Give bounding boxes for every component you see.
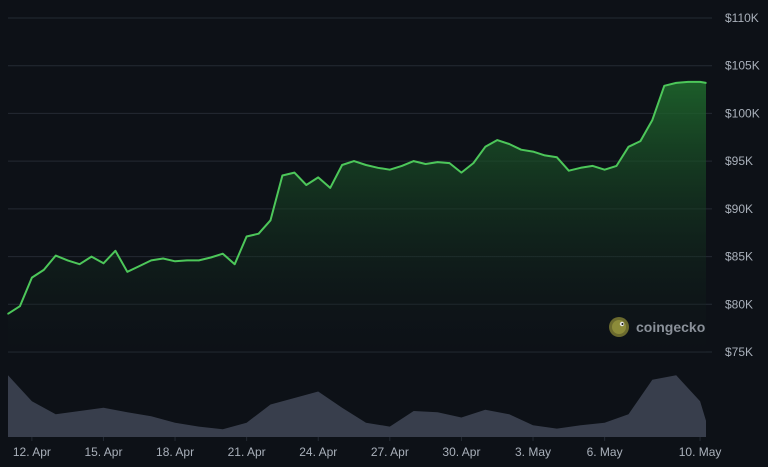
price-point: [377, 167, 379, 169]
price-point: [305, 184, 308, 186]
price-point: [210, 256, 212, 259]
y-tick-label: $90K: [725, 202, 753, 216]
x-axis: 12. Apr 15. Apr 18. Apr 21. Apr 24. Apr 27. A…: [13, 437, 722, 459]
price-point: [699, 81, 701, 83]
price-point: [591, 165, 594, 167]
price-area: [8, 81, 706, 353]
price-point: [7, 313, 9, 315]
price-point: [520, 148, 522, 151]
price-point: [329, 187, 332, 189]
price-point: [496, 139, 499, 141]
price-point: [19, 305, 21, 308]
price-fill: [8, 81, 706, 353]
price-line-group: [7, 80, 707, 315]
price-point: [233, 263, 236, 266]
y-tick-label: $110K: [725, 11, 759, 25]
price-point: [705, 82, 707, 84]
x-tick-label: 24. Apr: [299, 445, 337, 459]
price-point: [126, 271, 129, 273]
price-point: [460, 171, 463, 174]
x-tick-label: 27. Apr: [371, 445, 409, 459]
price-point: [54, 254, 57, 257]
price-point: [412, 160, 415, 162]
volume-series: [8, 375, 706, 437]
price-point: [78, 263, 81, 266]
price-point: [31, 276, 33, 279]
price-point: [663, 85, 666, 87]
price-point: [448, 162, 451, 164]
price-point: [484, 146, 487, 148]
price-point: [102, 262, 105, 265]
price-point: [114, 250, 117, 252]
price-point: [90, 255, 93, 258]
price-point: [436, 161, 439, 163]
price-point: [627, 146, 630, 148]
price-point: [138, 265, 141, 267]
gecko-icon: [609, 317, 629, 337]
price-point: [472, 162, 475, 164]
price-point: [532, 150, 534, 153]
price-point: [556, 156, 558, 159]
price-point: [603, 168, 606, 171]
price-point: [162, 257, 164, 260]
price-point: [353, 160, 355, 162]
price-point: [198, 259, 200, 262]
price-point: [651, 119, 654, 121]
price-point: [281, 174, 284, 177]
price-point: [186, 259, 188, 262]
volume-area: [8, 375, 706, 437]
price-point: [639, 140, 642, 142]
price-point: [544, 154, 546, 157]
y-tick-label: $80K: [725, 297, 753, 311]
price-point: [150, 259, 152, 262]
price-point: [365, 164, 367, 166]
x-tick-label: 18. Apr: [156, 445, 194, 459]
x-tick-label: 15. Apr: [84, 445, 122, 459]
watermark-text: coingecko: [636, 319, 705, 335]
price-point: [222, 252, 224, 255]
price-point: [687, 81, 689, 83]
price-point: [568, 169, 570, 172]
x-tick-label: 30. Apr: [442, 445, 480, 459]
y-axis: $75K $80K $85K $90K $95K $100K $105K $110K: [725, 11, 760, 359]
price-point: [43, 269, 45, 271]
coingecko-watermark: coingecko: [609, 317, 705, 337]
y-tick-label: $105K: [725, 59, 760, 73]
price-point: [174, 260, 176, 263]
price-point: [293, 171, 296, 174]
x-tick-label: 6. May: [587, 445, 623, 459]
price-point: [245, 235, 248, 238]
x-tick-label: 21. Apr: [228, 445, 266, 459]
y-tick-label: $85K: [725, 250, 753, 264]
y-tick-label: $95K: [725, 154, 753, 168]
price-point: [401, 165, 403, 167]
price-point: [424, 163, 427, 165]
price-point: [615, 165, 618, 167]
price-point: [675, 82, 677, 84]
price-point: [66, 259, 69, 262]
price-point: [341, 164, 343, 166]
price-point: [508, 143, 511, 145]
x-tick-label: 10. May: [679, 445, 722, 459]
price-point: [317, 176, 320, 179]
x-tick-label: 3. May: [515, 445, 551, 459]
price-point: [269, 219, 272, 222]
x-tick-label: 12. Apr: [13, 445, 51, 459]
price-point: [257, 232, 260, 235]
y-tick-label: $75K: [725, 345, 753, 359]
price-point: [389, 168, 391, 171]
price-series-line: [7, 80, 707, 315]
price-point: [579, 167, 582, 169]
y-tick-label: $100K: [725, 106, 760, 120]
